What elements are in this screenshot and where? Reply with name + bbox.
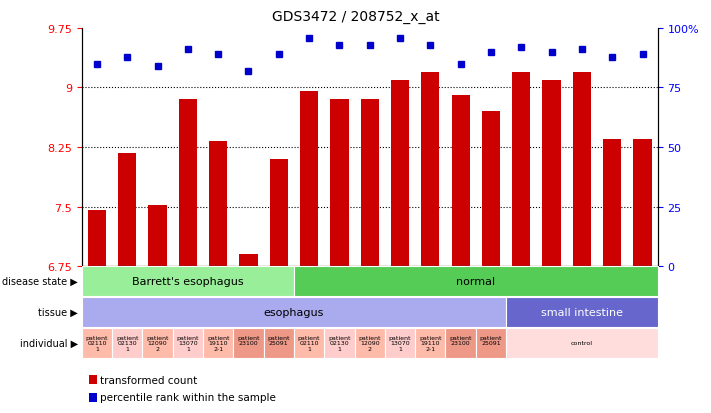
Text: percentile rank within the sample: percentile rank within the sample — [100, 392, 276, 402]
Bar — [269, 159, 288, 266]
Bar — [482, 112, 500, 266]
Bar — [88, 211, 106, 266]
Bar — [331, 100, 348, 266]
Text: small intestine: small intestine — [541, 307, 623, 317]
Text: disease state ▶: disease state ▶ — [2, 276, 78, 286]
Text: patient
12090
2: patient 12090 2 — [358, 335, 381, 351]
Text: patient
23100: patient 23100 — [237, 335, 260, 351]
Bar — [573, 72, 591, 266]
Bar — [512, 72, 530, 266]
Bar — [360, 100, 379, 266]
Bar — [451, 96, 470, 266]
Text: tissue ▶: tissue ▶ — [38, 307, 78, 317]
Text: patient
25091: patient 25091 — [480, 335, 502, 351]
Bar — [149, 205, 166, 266]
Text: patient
02130
1: patient 02130 1 — [328, 335, 351, 351]
Text: individual ▶: individual ▶ — [20, 338, 78, 348]
Text: transformed count: transformed count — [100, 375, 198, 385]
Bar — [209, 142, 228, 266]
Bar — [240, 254, 257, 266]
Text: control: control — [571, 340, 593, 345]
Text: patient
23100: patient 23100 — [449, 335, 472, 351]
Text: patient
02110
1: patient 02110 1 — [85, 335, 108, 351]
Text: GDS3472 / 208752_x_at: GDS3472 / 208752_x_at — [272, 10, 439, 24]
Text: patient
19110
2-1: patient 19110 2-1 — [207, 335, 230, 351]
Bar — [603, 140, 621, 266]
Text: patient
02110
1: patient 02110 1 — [298, 335, 321, 351]
Text: patient
13070
1: patient 13070 1 — [389, 335, 411, 351]
Bar — [300, 92, 319, 266]
Bar — [178, 100, 197, 266]
Text: patient
13070
1: patient 13070 1 — [176, 335, 199, 351]
Bar — [118, 153, 137, 266]
Text: normal: normal — [456, 276, 496, 286]
Text: Barrett's esophagus: Barrett's esophagus — [132, 276, 244, 286]
Text: patient
25091: patient 25091 — [267, 335, 290, 351]
Text: patient
19110
2-1: patient 19110 2-1 — [419, 335, 442, 351]
Text: patient
12090
2: patient 12090 2 — [146, 335, 169, 351]
Text: patient
02130
1: patient 02130 1 — [116, 335, 139, 351]
Text: esophagus: esophagus — [264, 307, 324, 317]
Bar — [542, 81, 561, 266]
Bar — [391, 81, 409, 266]
Bar — [421, 72, 439, 266]
Bar — [634, 140, 651, 266]
